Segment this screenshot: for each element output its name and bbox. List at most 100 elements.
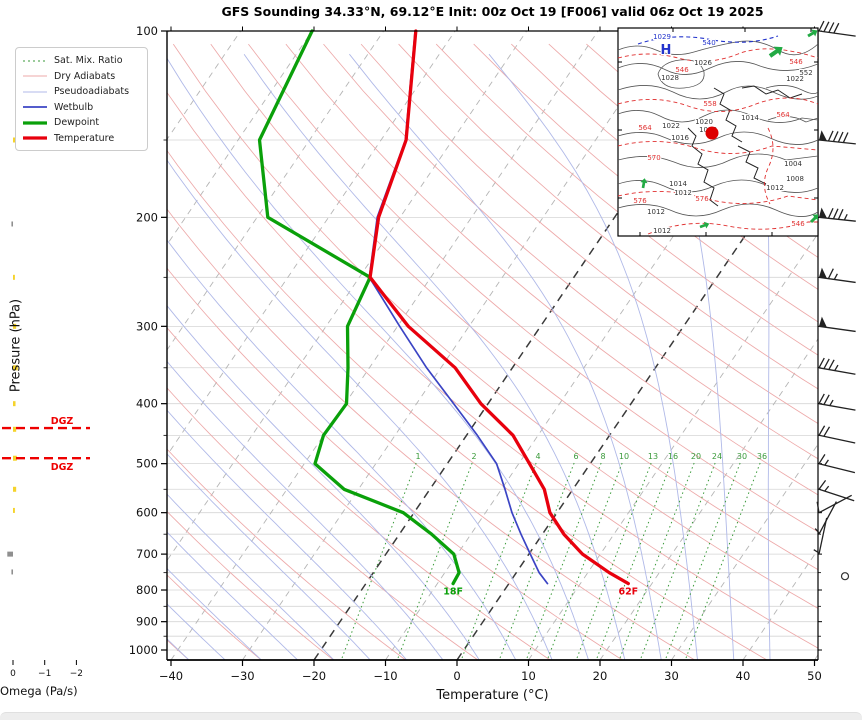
surface-annotations: 18F 62F xyxy=(443,587,638,598)
map-wind-arrow xyxy=(699,221,710,229)
omega-axis-label: Omega (Pa/s) xyxy=(0,684,78,698)
legend-item: Temperature xyxy=(22,131,141,147)
legend-item: Dry Adiabats xyxy=(22,69,141,85)
wind-barb xyxy=(818,454,856,474)
surface-dewpoint-label: 18F xyxy=(443,587,463,598)
x-axis-label: Temperature (°C) xyxy=(436,688,549,703)
mixing-ratio-label: 13 xyxy=(648,452,658,461)
legend-item: Dewpoint xyxy=(22,115,141,131)
omega-bar xyxy=(7,551,13,557)
map-contour-label: 1014 xyxy=(741,114,759,122)
omega-bar xyxy=(13,401,16,407)
legend-line-sample xyxy=(23,75,47,77)
dewpoint-curve xyxy=(257,29,461,586)
map-contour-label: 1016 xyxy=(671,134,689,142)
map-contour-label: 1012 xyxy=(653,227,671,235)
surface-temp-label: 62F xyxy=(618,587,638,598)
mixing-ratio-label: 24 xyxy=(712,452,722,461)
temperature-tick-label: −40 xyxy=(159,669,183,683)
wind-barb xyxy=(818,425,856,444)
map-contour-label: 576 xyxy=(695,195,709,203)
wind-barb xyxy=(814,501,837,535)
wind-barb xyxy=(818,267,856,284)
map-contour-label: 552 xyxy=(799,69,812,77)
map-contour-label: 546 xyxy=(791,220,805,228)
map-wind-arrow xyxy=(809,214,818,224)
legend-item: Pseudoadiabats xyxy=(22,84,141,100)
mixing-ratio-label: 2 xyxy=(471,452,476,461)
mixing-ratio-label: 8 xyxy=(600,452,605,461)
map-wind-arrow xyxy=(640,178,648,189)
pressure-tick-label: 400 xyxy=(136,397,158,411)
mixing-ratio-label: 6 xyxy=(573,452,578,461)
wind-barb xyxy=(818,130,856,145)
temperature-curve xyxy=(368,29,630,586)
legend-label: Dry Adiabats xyxy=(54,70,116,82)
map-wind-arrow xyxy=(768,46,783,58)
legend-line-sample xyxy=(23,91,47,93)
map-contour-label: 1022 xyxy=(662,122,680,130)
temperature-tick-label: 30 xyxy=(664,669,679,683)
map-wind-arrow xyxy=(807,29,818,38)
pressure-tick-label: 900 xyxy=(136,615,158,629)
temperature-tick-label: −10 xyxy=(373,669,397,683)
legend-label: Wetbulb xyxy=(54,101,94,113)
station-location-dot xyxy=(705,126,719,140)
omega-bar xyxy=(11,221,14,227)
wetbulb-curve xyxy=(368,30,549,585)
mixing-ratio-label: 36 xyxy=(757,452,767,461)
pressure-tick-label: 500 xyxy=(136,457,158,471)
omega-bar xyxy=(13,507,15,513)
omega-bar xyxy=(13,455,17,461)
bottom-panel-edge xyxy=(0,712,862,720)
dgz-label: DGZ xyxy=(51,462,74,473)
temperature-tick-label: 0 xyxy=(453,669,460,683)
map-contour-label: 1028 xyxy=(661,74,679,82)
mixing-ratio-label: 10 xyxy=(619,452,629,461)
legend-line-sample xyxy=(23,60,47,62)
wind-barb xyxy=(818,207,856,222)
temperature-tick-label: 10 xyxy=(521,669,536,683)
map-contour-label: 546 xyxy=(789,58,803,66)
legend-line-sample xyxy=(23,136,47,140)
map-contour-label: 1008 xyxy=(786,175,804,183)
plot-title: GFS Sounding 34.33°N, 69.12°E Init: 00z … xyxy=(221,4,764,19)
mixing-ratio-label: 1 xyxy=(415,452,420,461)
map-contour-label: 1012 xyxy=(766,184,784,192)
mixing-ratio-label: 20 xyxy=(691,452,701,461)
pressure-tick-label: 600 xyxy=(136,506,158,520)
dgz-label: DGZ xyxy=(51,416,74,427)
dgz-markers: DGZ DGZ xyxy=(2,416,90,473)
temperature-tick-label: 50 xyxy=(807,669,822,683)
mixing-ratio-label: 16 xyxy=(668,452,678,461)
legend-label: Dewpoint xyxy=(54,117,100,129)
wind-barb xyxy=(818,20,856,37)
map-contour-label: 1022 xyxy=(786,75,804,83)
omega-panel: 0 −1 −2 xyxy=(7,137,83,679)
omega-bar xyxy=(11,569,14,575)
legend-line-sample xyxy=(23,106,47,109)
map-contour-label: 564 xyxy=(776,111,790,119)
omega-bar xyxy=(13,426,17,432)
map-contour-label: 576 xyxy=(633,197,647,205)
temperature-tick-label: −30 xyxy=(230,669,254,683)
omega-bar xyxy=(13,486,17,492)
temperature-tick-label: 40 xyxy=(736,669,751,683)
legend-item: Sat. Mix. Ratio xyxy=(22,53,141,69)
pressure-tick-label: 100 xyxy=(136,24,158,38)
map-contour-label: 1012 xyxy=(674,189,692,197)
omega-tick-label: −1 xyxy=(38,669,51,679)
pressure-tick-label: 800 xyxy=(136,583,158,597)
map-contour-label: 546 xyxy=(675,66,689,74)
map-contour-label: 558 xyxy=(703,100,716,108)
map-contour-label: 1020 xyxy=(695,118,713,126)
map-contour-label: 1012 xyxy=(647,208,665,216)
map-contour-label: 1026 xyxy=(694,59,712,67)
legend-label: Temperature xyxy=(54,132,115,144)
pressure-tick-label: 200 xyxy=(136,210,158,224)
map-contour-label: 564 xyxy=(638,124,652,132)
wind-barb xyxy=(818,480,855,502)
